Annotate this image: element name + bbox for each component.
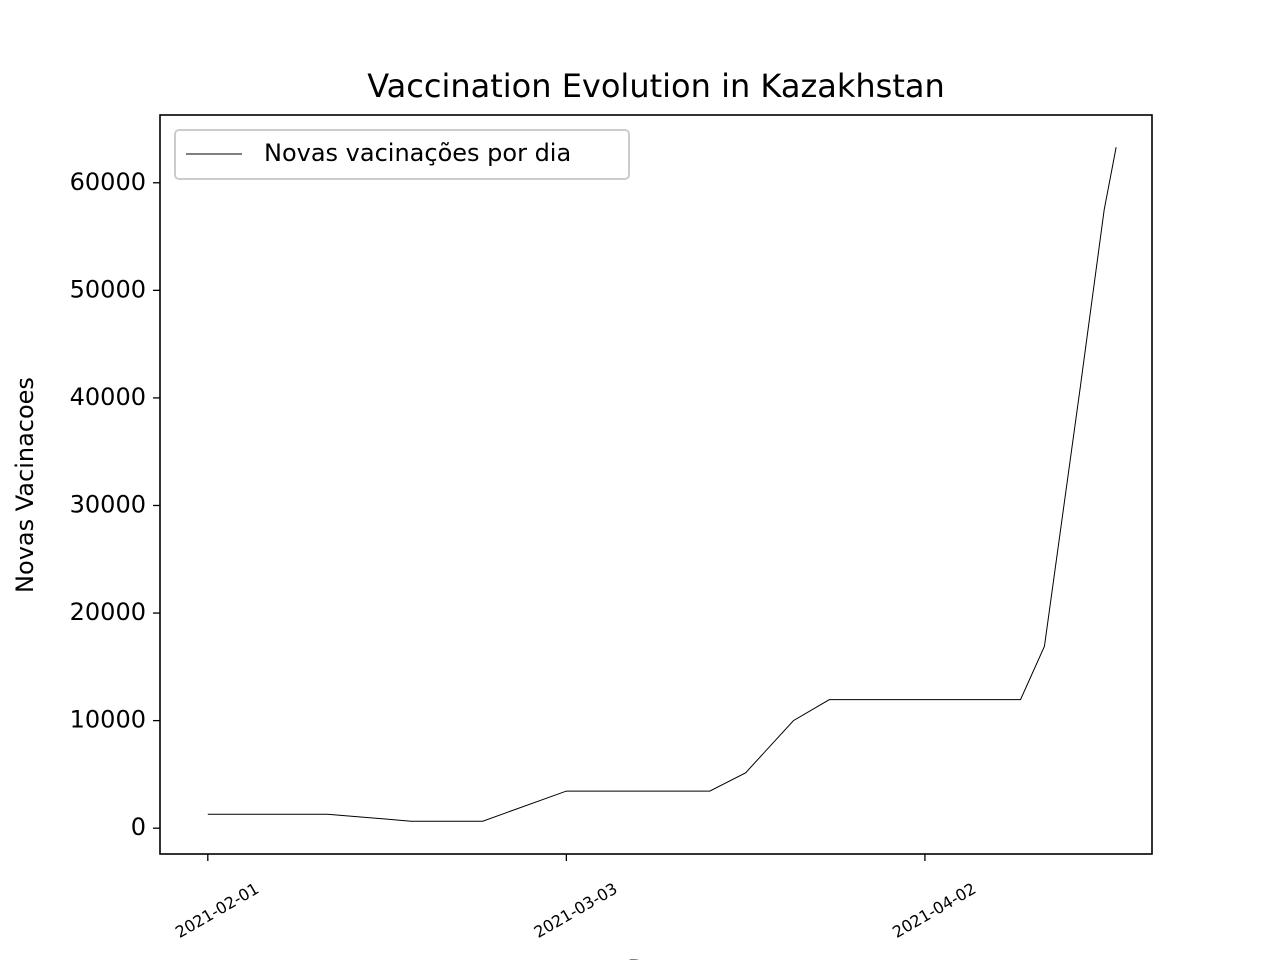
x-tick-label: 2021-03-03 xyxy=(531,879,621,942)
y-tick-label: 50000 xyxy=(70,275,146,303)
y-tick-label: 0 xyxy=(131,813,146,841)
x-tick-label: 2021-02-01 xyxy=(172,879,262,942)
x-axis-label: Date xyxy=(627,955,684,960)
legend-label: Novas vacinações por dia xyxy=(264,139,571,167)
plot-frame xyxy=(159,114,1153,855)
x-tick-label: 2021-04-02 xyxy=(889,879,979,942)
y-tick-label: 40000 xyxy=(70,383,146,411)
data-line xyxy=(207,147,1117,822)
y-tick-label: 30000 xyxy=(70,490,146,518)
y-tick-label: 20000 xyxy=(70,598,146,626)
chart-title: Vaccination Evolution in Kazakhstan xyxy=(367,67,945,105)
y-tick-label: 60000 xyxy=(70,168,146,196)
y-tick-label: 10000 xyxy=(70,706,146,734)
y-axis-label: Novas Vacinacoes xyxy=(11,377,39,593)
legend-box xyxy=(174,129,630,180)
